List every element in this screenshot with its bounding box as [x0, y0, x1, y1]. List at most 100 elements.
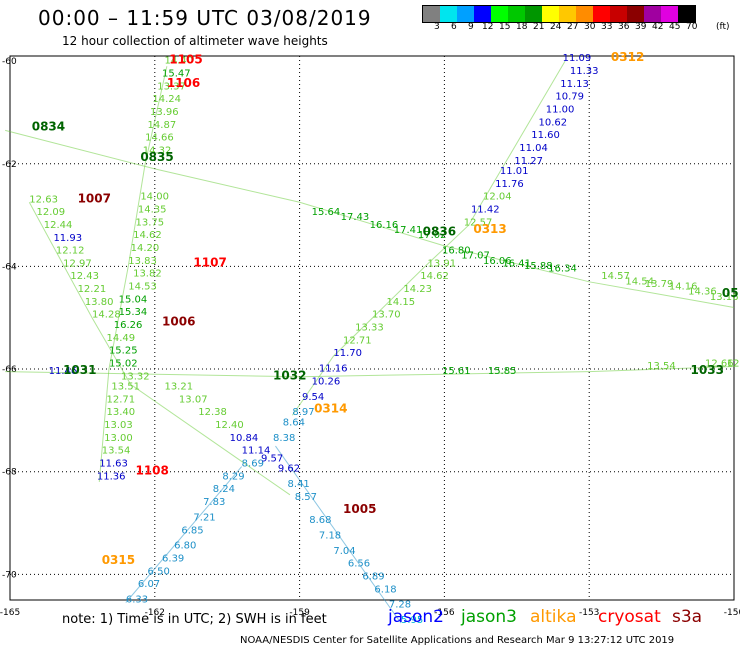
colorbar-swatch	[508, 6, 525, 22]
colorbar-label: 30	[584, 22, 596, 32]
wave-height-label: 14.28	[92, 310, 121, 321]
wave-height-label: 14.16	[669, 282, 698, 293]
colorbar-swatch	[525, 6, 542, 22]
pass-time-label: 05	[722, 286, 739, 300]
wave-height-label: 16.41	[502, 258, 531, 269]
pass-time-label: 1107	[193, 255, 226, 269]
wave-height-label: 17.43	[341, 212, 370, 223]
colorbar-label: 9	[468, 22, 474, 32]
y-tick-label: -62	[2, 160, 17, 170]
wave-height-label: 6.85	[181, 525, 203, 536]
wave-height-label: 9.54	[302, 392, 324, 403]
colorbar-label: 33	[601, 22, 613, 32]
satellite-track	[275, 445, 402, 624]
wave-height-colorbar	[422, 5, 696, 23]
wave-height-label: 13.70	[372, 310, 401, 321]
footer-credit: NOAA/NESDIS Center for Satellite Applica…	[240, 635, 675, 646]
wave-height-label: 13.96	[150, 107, 179, 118]
colorbar-label: 12	[482, 22, 494, 32]
colorbar-swatch	[440, 6, 457, 22]
y-tick-label: -64	[2, 262, 17, 272]
satellite-altika: altika	[530, 607, 577, 627]
colorbar-label: 24	[550, 22, 562, 32]
wave-height-label: 7.04	[333, 546, 355, 557]
wave-height-label: 13.51	[111, 382, 140, 393]
wave-height-label: 14.15	[386, 297, 415, 308]
colorbar-swatch	[576, 6, 593, 22]
colorbar-label: 45	[669, 22, 681, 32]
colorbar-label: 42	[652, 22, 664, 32]
pass-time-label: 0312	[611, 50, 644, 64]
wave-height-label: 10.79	[555, 92, 584, 103]
wave-height-label: 15.85	[488, 366, 517, 377]
wave-height-label: 8.68	[309, 515, 331, 526]
wave-height-label: 13.16	[710, 292, 739, 303]
wave-height-label: 6.56	[348, 559, 370, 570]
pass-time-label: 1033	[691, 363, 724, 377]
wave-height-label: 9.62	[278, 464, 300, 475]
wave-height-label: 14.87	[148, 120, 177, 131]
x-tick-label: -165	[0, 608, 20, 618]
wave-height-label: 15.25	[109, 346, 138, 357]
footer-note: note: 1) Time is in UTC; 2) SWH is in fe…	[62, 612, 327, 627]
wave-height-label: 6.18	[374, 584, 396, 595]
wave-height-label: 14.36	[688, 287, 717, 298]
x-tick-label: -153	[579, 608, 599, 618]
wave-height-label: 14.53	[128, 282, 157, 293]
x-tick-label: -156	[434, 608, 455, 618]
colorbar-unit: (ft)	[716, 22, 730, 32]
colorbar-swatch	[559, 6, 576, 22]
y-tick-label: -68	[2, 468, 17, 478]
wave-height-label: 15.61	[442, 366, 471, 377]
pass-time-label: 1108	[135, 463, 168, 477]
wave-height-label: 11.70	[333, 348, 362, 359]
wave-height-label: 14.57	[601, 271, 630, 282]
wave-height-label: 13.80	[85, 297, 114, 308]
wave-height-label: 11.27	[514, 156, 543, 167]
wave-height-label: 12.04	[483, 192, 512, 203]
satellite-track	[98, 66, 168, 483]
wave-height-label: 12.09	[37, 207, 66, 218]
wave-height-label: 13.79	[645, 279, 674, 290]
wave-height-label: 11.42	[471, 205, 500, 216]
satellite-track	[291, 60, 566, 416]
wave-height-label: 13.37	[157, 81, 186, 92]
wave-height-label: 16.26	[114, 320, 143, 331]
wave-height-label: 6.80	[174, 541, 196, 552]
wave-height-label: 11.04	[519, 143, 548, 154]
wave-height-label: 12.66	[705, 358, 734, 369]
wave-height-label: 14.62	[420, 271, 449, 282]
wave-height-label: 15.04	[119, 294, 148, 305]
y-tick-label: -66	[2, 365, 17, 375]
wave-height-label: 8.97	[292, 407, 314, 418]
pass-time-label: 1031	[63, 363, 96, 377]
wave-height-label: 8.24	[213, 484, 235, 495]
wave-height-label: 8.69	[242, 459, 264, 470]
wave-height-label: 13.07	[179, 394, 208, 405]
wave-height-label: 14.49	[107, 333, 136, 344]
wave-height-label: 14.23	[403, 284, 432, 295]
wave-height-label: 11.14	[242, 446, 271, 457]
wave-height-label: 15.34	[119, 307, 148, 318]
wave-height-label: 6.07	[138, 579, 160, 590]
wave-height-label: 14.62	[133, 230, 162, 241]
wave-height-label: 11.01	[500, 166, 529, 177]
y-tick-label: -70	[2, 570, 17, 580]
pass-time-label: 1006	[162, 314, 195, 328]
wave-height-label: 14.24	[152, 94, 181, 105]
wave-height-label: 10.84	[230, 433, 259, 444]
wave-height-label: 13.00	[104, 433, 133, 444]
colorbar-swatch	[491, 6, 508, 22]
colorbar-label: 39	[635, 22, 647, 32]
colorbar-swatch	[423, 6, 440, 22]
x-tick-label: -150	[724, 608, 740, 618]
colorbar-label: 15	[499, 22, 511, 32]
colorbar-swatch	[457, 6, 474, 22]
wave-height-label: 14.54	[625, 276, 654, 287]
x-tick-label: -159	[289, 608, 310, 618]
satellite-cryosat: cryosat	[598, 607, 661, 627]
pass-time-label: 1105	[169, 53, 202, 67]
colorbar-swatch	[678, 6, 695, 22]
wave-height-label: 8.29	[222, 471, 244, 482]
